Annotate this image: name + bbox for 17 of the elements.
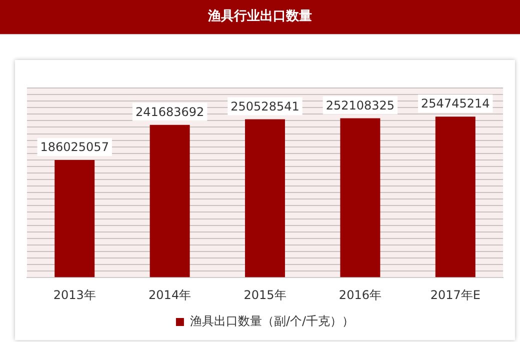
bar [245, 119, 285, 278]
data-label: 241683692 [135, 104, 204, 119]
legend-label: 渔具出口数量（副/个/千克）） [190, 314, 354, 328]
x-tick-label: 2015年 [244, 288, 286, 302]
bar [54, 160, 95, 278]
x-tick-label: 2017年E [430, 288, 480, 302]
x-tick-label: 2014年 [148, 288, 192, 302]
bar [435, 116, 476, 278]
chart-title: 渔具行业出口数量 [0, 0, 520, 35]
bar [340, 118, 380, 278]
data-label: 254745214 [421, 96, 490, 111]
data-label: 252108325 [326, 98, 395, 112]
bar [150, 124, 190, 278]
x-tick-label: 2013年 [53, 288, 96, 302]
data-label: 186025057 [40, 140, 109, 154]
x-tick-label: 2016年 [338, 288, 382, 302]
data-label: 250528541 [230, 99, 300, 114]
